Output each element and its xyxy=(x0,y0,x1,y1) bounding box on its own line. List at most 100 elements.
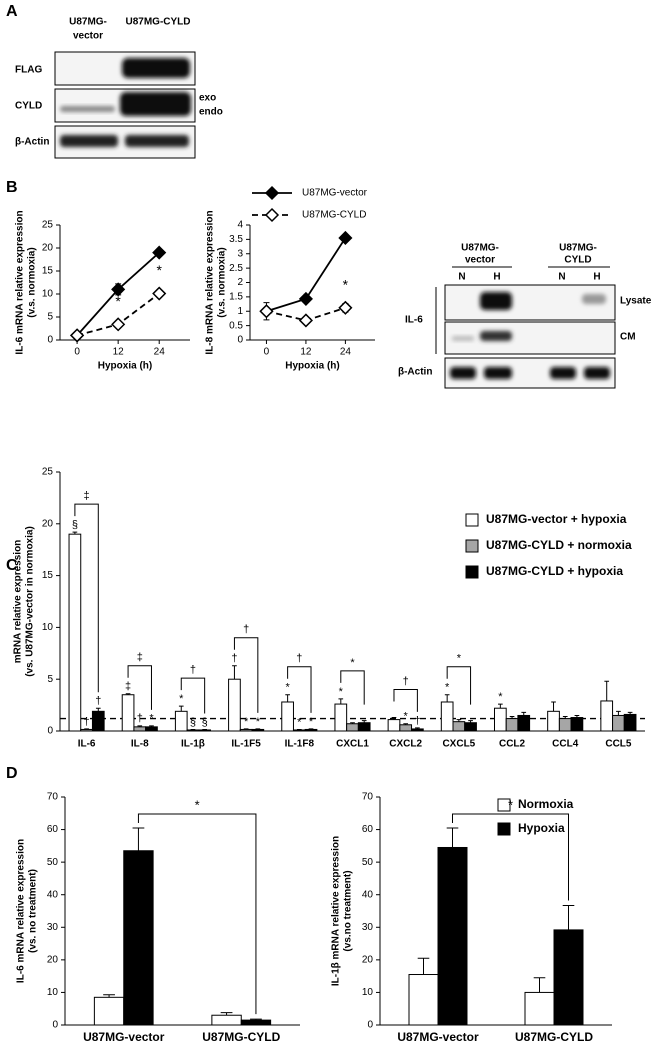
y-tick-label: 0 xyxy=(52,1020,58,1031)
lane-label: N xyxy=(458,272,465,283)
bar xyxy=(437,846,468,1026)
x-tick-label: IL-1β xyxy=(181,739,205,750)
y-tick-label: 20 xyxy=(47,954,59,965)
y-tick-label: 10 xyxy=(47,987,59,998)
bracket-label: † xyxy=(243,624,249,636)
bar xyxy=(145,726,158,732)
error-bar xyxy=(627,711,633,715)
x-tick-label: 24 xyxy=(154,347,166,358)
y-tick-label: 60 xyxy=(47,824,59,835)
lane-label: N xyxy=(558,272,565,283)
error-bar xyxy=(498,703,503,709)
x-tick-label: IL-8 xyxy=(131,739,149,750)
significance: * xyxy=(256,716,261,728)
bracket xyxy=(393,689,418,712)
x-tick-label: U87MG-CYLD xyxy=(515,1030,593,1044)
bracket-label: † xyxy=(190,664,196,676)
y-tick-label: 70 xyxy=(362,792,374,803)
y-tick-label: 4 xyxy=(237,220,243,231)
bar xyxy=(91,710,105,732)
x-tick-label: CCL5 xyxy=(605,739,632,750)
x-tick-label: U87MG-vector xyxy=(397,1030,479,1044)
x-tick-label: CCL2 xyxy=(499,739,526,750)
error-bar xyxy=(391,717,397,720)
y-tick-label: 10 xyxy=(42,622,54,633)
bar xyxy=(174,710,188,732)
bar xyxy=(612,714,625,732)
bar xyxy=(198,729,212,732)
x-tick-label: IL-1F5 xyxy=(231,739,261,750)
bar xyxy=(524,991,555,1026)
significance: * xyxy=(339,686,344,698)
y-tick-label: 20 xyxy=(42,243,54,254)
x-tick-label: U87MG-CYLD xyxy=(202,1030,280,1044)
error-bar xyxy=(616,710,621,716)
marker xyxy=(152,245,167,260)
band xyxy=(480,292,512,310)
bracket xyxy=(74,503,99,693)
y-tick-label: 25 xyxy=(42,467,54,478)
significance: * xyxy=(303,289,309,305)
error-bar xyxy=(178,705,184,712)
band xyxy=(60,106,115,112)
y-tick-label: 3.5 xyxy=(229,234,243,245)
column-header: vector xyxy=(73,31,103,42)
bar xyxy=(239,728,253,732)
column-header: U87MG- xyxy=(559,243,597,254)
significance: * xyxy=(149,713,154,725)
marker xyxy=(111,282,126,297)
bar xyxy=(570,717,584,732)
bar xyxy=(292,729,306,732)
y-tick-label: 15 xyxy=(42,570,54,581)
y-tick-label: 0 xyxy=(367,1020,373,1031)
row-label: β-Actin xyxy=(398,367,432,378)
y-axis-label: IL-1β mRNA relative expression xyxy=(331,836,342,986)
marker xyxy=(70,328,85,343)
panel-label: D xyxy=(6,765,18,782)
significance: † xyxy=(84,716,90,728)
marker xyxy=(298,313,313,328)
bar xyxy=(186,729,200,732)
error-bar xyxy=(232,665,237,680)
x-tick-label: 0 xyxy=(264,347,270,358)
x-tick-label: U87MG-vector xyxy=(83,1030,165,1044)
error-bar xyxy=(417,957,430,975)
y-axis-label: (vs. no treatment) xyxy=(28,869,39,953)
significance: * xyxy=(343,277,349,293)
bracket-label: * xyxy=(508,797,513,812)
significance: † xyxy=(95,695,101,707)
y-tick-label: 3 xyxy=(237,248,243,259)
bar xyxy=(68,533,82,732)
error-bar xyxy=(446,827,459,848)
panel-label: A xyxy=(6,3,18,20)
marker xyxy=(259,304,274,319)
band xyxy=(122,58,190,78)
band xyxy=(584,367,610,379)
row-label: Lysate xyxy=(620,296,652,307)
x-tick-label: CXCL2 xyxy=(389,739,422,750)
lane-label: H xyxy=(493,272,500,283)
bracket xyxy=(452,813,569,901)
error-bar xyxy=(533,977,546,993)
significance: * xyxy=(156,262,162,278)
bracket xyxy=(287,666,312,713)
error-bar xyxy=(403,723,409,725)
bar xyxy=(452,721,466,732)
bar xyxy=(93,996,125,1026)
significance: § xyxy=(202,716,208,728)
error-bar xyxy=(551,701,556,712)
bracket-label: * xyxy=(350,657,355,669)
x-tick-label: 12 xyxy=(300,347,312,358)
marker xyxy=(338,300,353,315)
significance: † xyxy=(137,713,143,725)
band xyxy=(452,336,474,341)
error-bar xyxy=(338,698,344,705)
error-bar xyxy=(202,728,207,730)
legend-label: U87MG-CYLD xyxy=(302,210,366,221)
x-tick-label: CXCL1 xyxy=(336,739,369,750)
legend-swatch xyxy=(497,822,511,836)
error-bar xyxy=(361,720,367,723)
bar xyxy=(408,974,439,1026)
x-tick-label: 24 xyxy=(340,347,352,358)
bracket-label: ‡ xyxy=(84,490,90,502)
